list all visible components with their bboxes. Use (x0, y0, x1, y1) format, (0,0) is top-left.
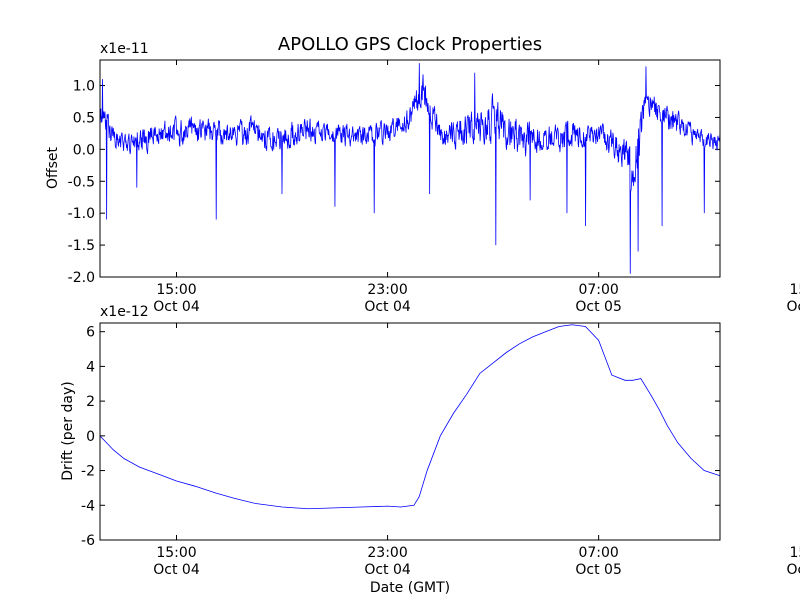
drift-axis-label: Drift (per day) (60, 381, 76, 480)
offset-ytick-label: -1.0 (68, 206, 95, 222)
drift-xtick-time-label: 23:00 (367, 545, 407, 561)
offset-plot-frame (99, 59, 721, 278)
offset-series (99, 63, 721, 274)
drift-ytick-label: -6 (81, 533, 95, 549)
drift-xtick-date-label: Oct 04 (364, 562, 411, 578)
offset-xtick-date-label: Oct 05 (575, 299, 621, 315)
offset-panel: x1e-11 Offset 1.0 0.5 0.0 -0.5 -1.0 -1.5 -2.0 1… (45, 41, 800, 315)
drift-xtick-date-label: Oct 05 (786, 562, 800, 578)
drift-ytick-label: 2 (86, 394, 95, 410)
offset-xtick-date-label: Oct 04 (364, 299, 411, 315)
drift-xtick-time-label: 15:00 (156, 545, 196, 561)
drift-ytick-label: -2 (81, 464, 95, 480)
offset-xtick-time-label: 15:00 (156, 282, 196, 298)
offset-ytick-label: -1.5 (68, 238, 95, 254)
drift-xtick-date-label: Oct 05 (575, 562, 621, 578)
drift-panel: x1e-12 Drift (per day) Date (GMT) 6 4 2 0 -2… (60, 304, 800, 596)
drift-ytick-label: 6 (86, 325, 95, 341)
drift-ytick-label: -4 (81, 498, 95, 514)
offset-ytick-label: 0.5 (73, 110, 95, 126)
offset-ytick-label: 0.0 (73, 142, 95, 158)
drift-ytick-label: 4 (86, 359, 95, 375)
offset-xtick-date-label: Oct 05 (786, 299, 800, 315)
drift-xtick-date-label: Oct 04 (153, 562, 200, 578)
drift-series (99, 324, 721, 510)
drift-series-line (99, 324, 721, 510)
drift-ytick-label: 0 (86, 429, 95, 445)
offset-xtick-time-label: 23:00 (367, 282, 407, 298)
drift-plot-frame (99, 322, 721, 541)
offset-axis-label: Offset (45, 146, 61, 189)
offset-multiplier-label: x1e-11 (100, 41, 149, 57)
offset-xtick-time-label: 07:00 (578, 282, 618, 298)
chart-title: APOLLO GPS Clock Properties (278, 34, 542, 55)
offset-xtick-date-label: Oct 04 (153, 299, 200, 315)
drift-multiplier-label: x1e-12 (100, 304, 149, 320)
offset-ytick-label: -2.0 (68, 270, 95, 286)
offset-ytick-label: 1.0 (73, 79, 95, 95)
drift-xtick-time-label: 15:00 (790, 545, 800, 561)
offset-series-line (99, 63, 721, 274)
offset-xtick-time-label: 15:00 (790, 282, 800, 298)
drift-xtick-time-label: 07:00 (578, 545, 618, 561)
offset-ytick-label: -0.5 (68, 174, 95, 190)
x-axis-label: Date (GMT) (370, 580, 450, 596)
